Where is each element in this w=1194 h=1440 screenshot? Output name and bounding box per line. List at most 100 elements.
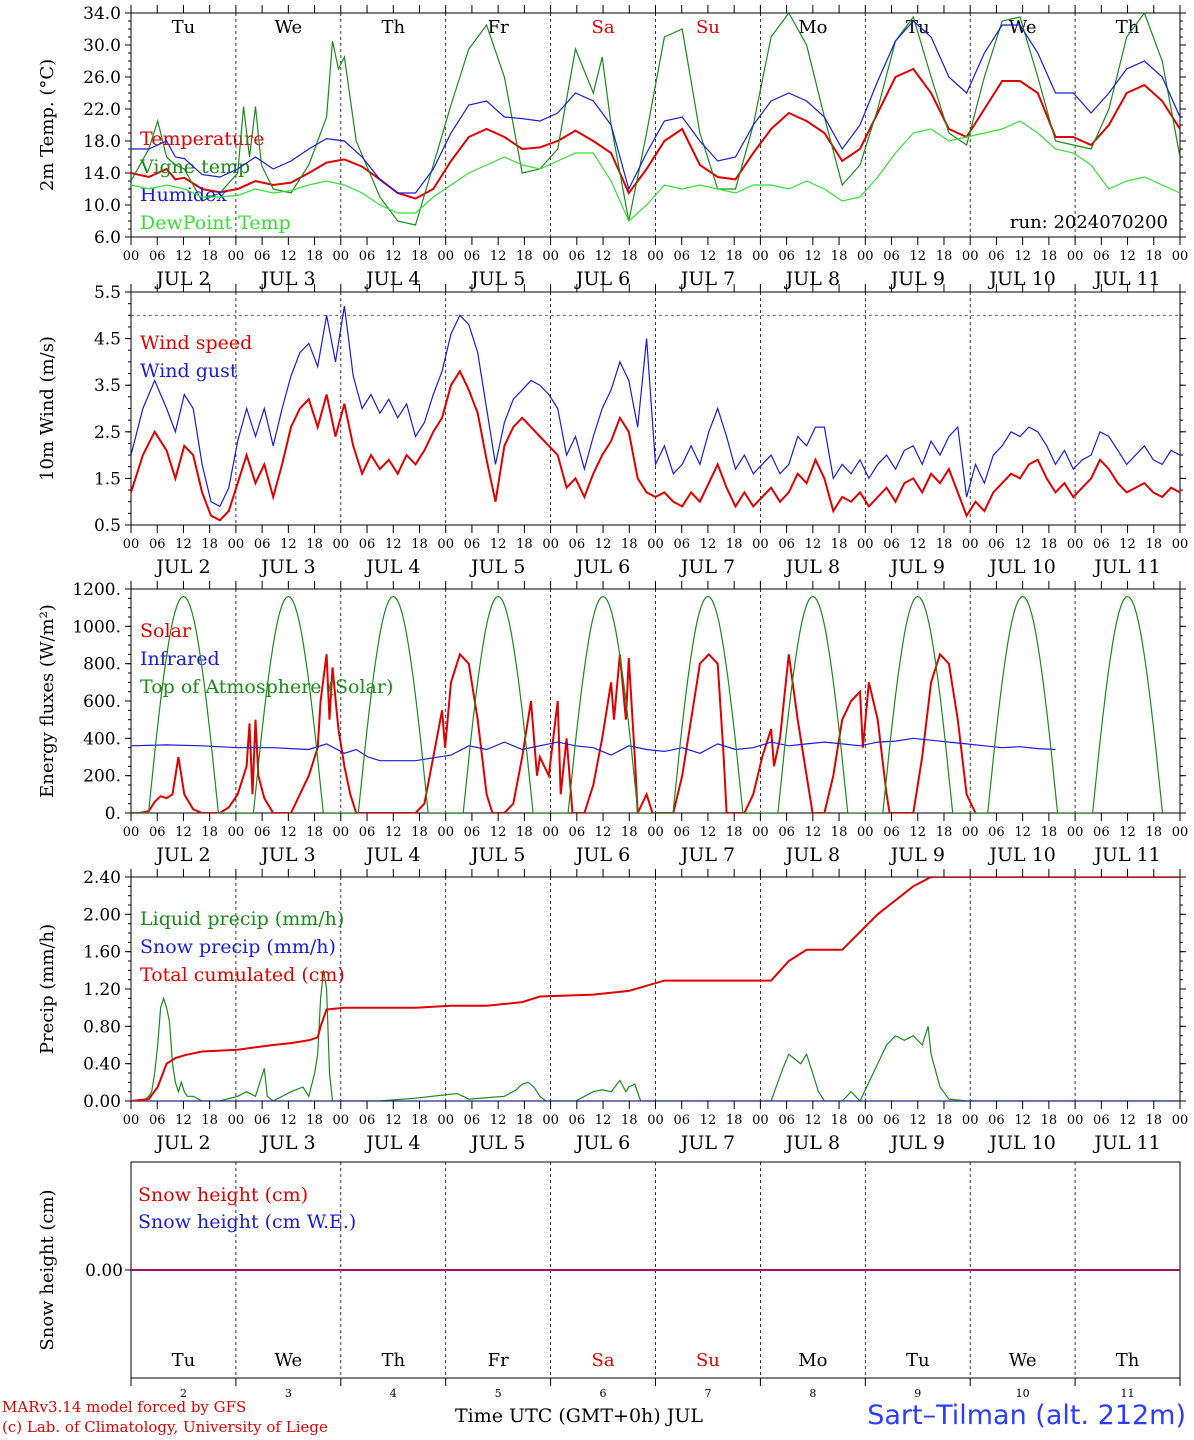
y-tick-label: 14.0 xyxy=(83,164,121,184)
x-hour-label: 06 xyxy=(254,825,271,840)
x-date-label: JUL 5 xyxy=(469,268,525,290)
x-hour-label: 00 xyxy=(542,249,559,264)
x-date-label: JUL 11 xyxy=(1092,1132,1160,1154)
y-tick-label: 0.40 xyxy=(83,1055,121,1075)
x-hour-label: 00 xyxy=(437,1113,454,1128)
x-hour-label: 06 xyxy=(673,537,690,552)
x-hour-label: 18 xyxy=(726,1113,743,1128)
plot-frame xyxy=(130,588,1181,814)
y-axis-label: Snow height (cm) xyxy=(37,1189,58,1350)
x-date-label: JUL 4 xyxy=(364,1132,420,1154)
x-hour-label: 18 xyxy=(936,825,953,840)
x-hour-label: 06 xyxy=(778,249,795,264)
x-date-label: JUL 7 xyxy=(679,268,735,290)
x-hour-label: 18 xyxy=(411,825,428,840)
x-hour-label: 12 xyxy=(595,537,612,552)
x-hour-label: 06 xyxy=(569,249,586,264)
x-hour-label: 06 xyxy=(569,1113,586,1128)
x-hour-label: 00 xyxy=(333,825,350,840)
y-tick-label: 600. xyxy=(83,692,121,712)
y-tick-label: 1.60 xyxy=(83,943,121,963)
y-tick-label: 5.5 xyxy=(94,283,121,303)
x-hour-label: 06 xyxy=(359,825,376,840)
x-hour-label: 18 xyxy=(411,249,428,264)
x-hour-label: 18 xyxy=(1041,825,1058,840)
x-hour-label: 06 xyxy=(883,537,900,552)
x-hour-label: 06 xyxy=(254,249,271,264)
x-hour-label: 18 xyxy=(1041,1113,1058,1128)
y-tick-label: 0.80 xyxy=(83,1017,121,1037)
x-hour-label: 00 xyxy=(752,249,769,264)
x-hour-label: 12 xyxy=(700,537,717,552)
x-hour-label: 18 xyxy=(516,249,533,264)
x-hour-label: 00 xyxy=(1172,249,1189,264)
series-line-3 xyxy=(131,595,1164,813)
x-hour-label: 00 xyxy=(962,825,979,840)
x-hour-label: 12 xyxy=(280,825,297,840)
x-hour-label: 12 xyxy=(805,1113,822,1128)
x-hour-label: 18 xyxy=(1146,249,1163,264)
legend-entry: Infrared xyxy=(140,648,220,670)
x-hour-label: 12 xyxy=(1119,537,1136,552)
day-number-label: 10 xyxy=(1016,1387,1030,1400)
credit-model: MARv3.14 model forced by GFS xyxy=(2,1398,247,1416)
x-date-label: JUL 9 xyxy=(889,844,945,866)
x-hour-label: 00 xyxy=(123,825,140,840)
x-hour-label: 00 xyxy=(752,537,769,552)
x-hour-label: 18 xyxy=(621,249,638,264)
x-date-label: JUL 10 xyxy=(987,556,1055,578)
x-hour-label: 12 xyxy=(1014,1113,1031,1128)
x-hour-label: 18 xyxy=(936,537,953,552)
x-date-label: JUL 7 xyxy=(679,844,735,866)
x-date-label: JUL 7 xyxy=(679,1132,735,1154)
weekday-label: Mo xyxy=(798,17,827,38)
weekday-label: Th xyxy=(381,1350,405,1371)
day-number-label: 5 xyxy=(495,1387,502,1400)
x-hour-label: 12 xyxy=(1119,825,1136,840)
x-date-label: JUL 9 xyxy=(889,268,945,290)
x-hour-label: 06 xyxy=(254,1113,271,1128)
y-tick-label: 34.0 xyxy=(83,4,121,24)
x-hour-label: 18 xyxy=(726,249,743,264)
x-date-label: JUL 10 xyxy=(987,1132,1055,1154)
x-hour-label: 12 xyxy=(490,537,507,552)
x-hour-label: 00 xyxy=(542,825,559,840)
weekday-label: Tu xyxy=(906,1350,930,1371)
weekday-label: We xyxy=(275,1350,303,1371)
x-hour-label: 06 xyxy=(883,1113,900,1128)
x-hour-label: 12 xyxy=(595,249,612,264)
legend-entry: Wind speed xyxy=(140,332,252,354)
x-hour-label: 12 xyxy=(1014,825,1031,840)
x-hour-label: 18 xyxy=(516,825,533,840)
x-hour-label: 00 xyxy=(962,537,979,552)
x-date-label: JUL 6 xyxy=(574,268,630,290)
x-hour-label: 18 xyxy=(1146,537,1163,552)
weekday-label: Fr xyxy=(488,1350,509,1371)
x-hour-label: 06 xyxy=(464,249,481,264)
x-date-label: JUL 4 xyxy=(364,556,420,578)
series-line-3 xyxy=(131,20,1180,194)
series-line-2 xyxy=(131,737,1056,762)
weekday-label: Su xyxy=(696,1350,720,1371)
x-hour-label: 18 xyxy=(411,537,428,552)
x-hour-label: 00 xyxy=(542,537,559,552)
day-number-label: 7 xyxy=(704,1387,711,1400)
x-date-label: JUL 3 xyxy=(259,556,315,578)
x-hour-label: 06 xyxy=(149,825,166,840)
x-hour-label: 06 xyxy=(1093,825,1110,840)
x-hour-label: 12 xyxy=(385,249,402,264)
x-hour-label: 18 xyxy=(936,249,953,264)
x-hour-label: 00 xyxy=(333,537,350,552)
x-hour-label: 00 xyxy=(1067,537,1084,552)
y-tick-label: 0.00 xyxy=(85,1261,123,1281)
x-hour-label: 00 xyxy=(228,249,245,264)
x-hour-label: 00 xyxy=(437,825,454,840)
y-tick-label: 6.0 xyxy=(94,228,121,248)
x-hour-label: 06 xyxy=(569,825,586,840)
series-line-1 xyxy=(131,67,1180,200)
x-hour-label: 18 xyxy=(831,537,848,552)
panel-5: 0.00 Snow height (cm) Tu 2 We 3 Th 4 Fr 5 Sa 6 Su 7 Mo… xyxy=(37,1161,1181,1400)
y-tick-label: 2.5 xyxy=(94,423,121,443)
day-number-label: 9 xyxy=(914,1387,921,1400)
weekday-label: We xyxy=(275,17,303,38)
